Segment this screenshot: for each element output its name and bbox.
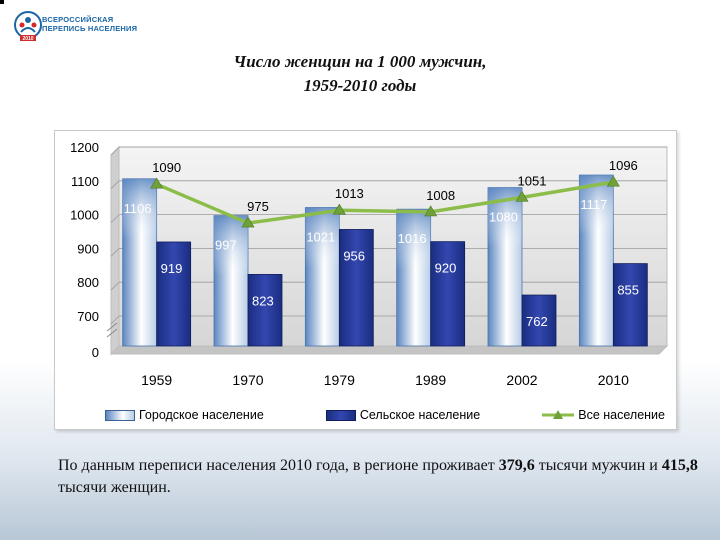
logo-line-2: ПЕРЕПИСЬ НАСЕЛЕНИЯ: [42, 24, 138, 33]
y-tick-label: 800: [77, 275, 99, 290]
x-tick-label: 1989: [415, 372, 446, 388]
gridline-side: [110, 146, 120, 156]
y-tick-label: 900: [77, 241, 99, 256]
legend-label-rural: Сельское население: [359, 408, 481, 422]
corner-mark: [0, 0, 4, 4]
data-label-rural: 762: [526, 314, 548, 329]
x-tick-label: 2010: [598, 372, 629, 388]
data-label-total: 1013: [335, 186, 364, 201]
footnote-women-value: 415,8: [661, 457, 698, 474]
title-line-1: Число женщин на 1 000 мужчин,: [233, 52, 487, 71]
line-total: [155, 180, 614, 225]
data-label-total: 1008: [426, 188, 455, 203]
logo-badge: 2010: [22, 36, 33, 42]
logo-text: ВСЕРОССИЙСКАЯ ПЕРЕПИСЬ НАСЕЛЕНИЯ: [42, 15, 137, 33]
plot-floor: [109, 345, 669, 355]
data-label-total: 1096: [609, 158, 638, 173]
legend-swatch-total: [542, 410, 575, 419]
legend-item-total: Все население: [542, 408, 665, 422]
data-label-rural: 919: [161, 261, 183, 276]
footnote: По данным переписи населения 2010 года, …: [58, 455, 698, 499]
bar-rural: [338, 229, 374, 347]
legend-swatch-urban: [105, 409, 135, 421]
legend-item-rural: Сельское население: [325, 408, 481, 422]
gridline-side: [110, 315, 120, 325]
footnote-part-3: тысячи женщин.: [58, 479, 171, 496]
axis-break-mark: [106, 322, 118, 332]
data-label-total: 1051: [518, 173, 547, 188]
line-total-marker: [424, 205, 438, 217]
data-label-urban: 1016: [398, 231, 427, 246]
axis-break-mark: [106, 328, 118, 338]
data-label-total: 975: [247, 199, 269, 214]
page-title: Число женщин на 1 000 мужчин, 1959-2010 …: [0, 50, 720, 98]
bar-rural: [247, 274, 283, 347]
data-label-urban: 1080: [489, 210, 518, 225]
data-label-total: 1090: [152, 160, 181, 175]
data-label-rural: 956: [343, 248, 365, 263]
gridline-side: [110, 214, 120, 223]
bar-urban-shade: [305, 207, 340, 268]
data-label-rural: 823: [252, 293, 274, 308]
chart-container: 0 700 800 900 1000 1100 1200 1106 919 1959 997 823 1…: [54, 130, 677, 430]
footnote-part-1: По данным переписи населения 2010 года, …: [58, 457, 499, 474]
line-total-marker: [606, 175, 620, 187]
census-logo: 2010: [12, 10, 124, 46]
bar-rural: [612, 263, 648, 347]
y-tick-label: 0: [92, 345, 99, 360]
data-label-urban: 997: [215, 238, 237, 253]
line-total-marker: [150, 177, 164, 189]
chart-canvas: 0 700 800 900 1000 1100 1200 1106 919 1959 997 823 1…: [70, 140, 669, 388]
y-tick-label: 1000: [70, 208, 99, 223]
bar-rural: [521, 294, 557, 347]
data-label-urban: 1021: [306, 230, 335, 245]
data-label-urban: 1106: [124, 201, 152, 216]
x-tick-label: 1979: [324, 372, 355, 388]
line-total-marker: [515, 190, 529, 202]
y-tick-label: 1100: [71, 174, 99, 189]
bar-urban-shade: [214, 215, 248, 276]
legend-swatch-rural: [325, 409, 356, 421]
footnote-part-2: тысячи мужчин и: [534, 457, 662, 474]
x-tick-label: 1970: [232, 372, 263, 388]
logo-line-1: ВСЕРОССИЙСКАЯ: [42, 15, 114, 24]
bar-rural: [430, 241, 466, 347]
title-line-2: 1959-2010 годы: [303, 76, 417, 95]
x-tick-label: 1959: [141, 372, 172, 388]
gridline-side: [110, 281, 120, 291]
line-total-marker: [332, 203, 346, 215]
census-logo-icon: 2010: [14, 11, 42, 42]
data-label-rural: 855: [617, 283, 639, 298]
y-tick-label: 1200: [70, 140, 99, 155]
bar-urban-shade: [396, 209, 431, 270]
bar-rural: [156, 241, 192, 347]
gridline-side: [110, 248, 120, 257]
gridline-side: [110, 180, 120, 190]
x-tick-label: 2002: [506, 372, 537, 388]
legend-item-urban: Городское население: [105, 408, 264, 422]
chart-legend: Городское население Сельское население В…: [105, 407, 665, 423]
legend-label-total: Все население: [578, 408, 665, 422]
bar-urban-shade: [122, 178, 157, 239]
data-label-rural: 920: [435, 261, 457, 276]
line-total-marker: [241, 216, 255, 228]
footnote-men-value: 379,6: [498, 457, 535, 474]
data-label-urban: 1117: [580, 197, 607, 212]
legend-label-urban: Городское население: [139, 408, 264, 422]
y-tick-label: 700: [77, 309, 99, 324]
